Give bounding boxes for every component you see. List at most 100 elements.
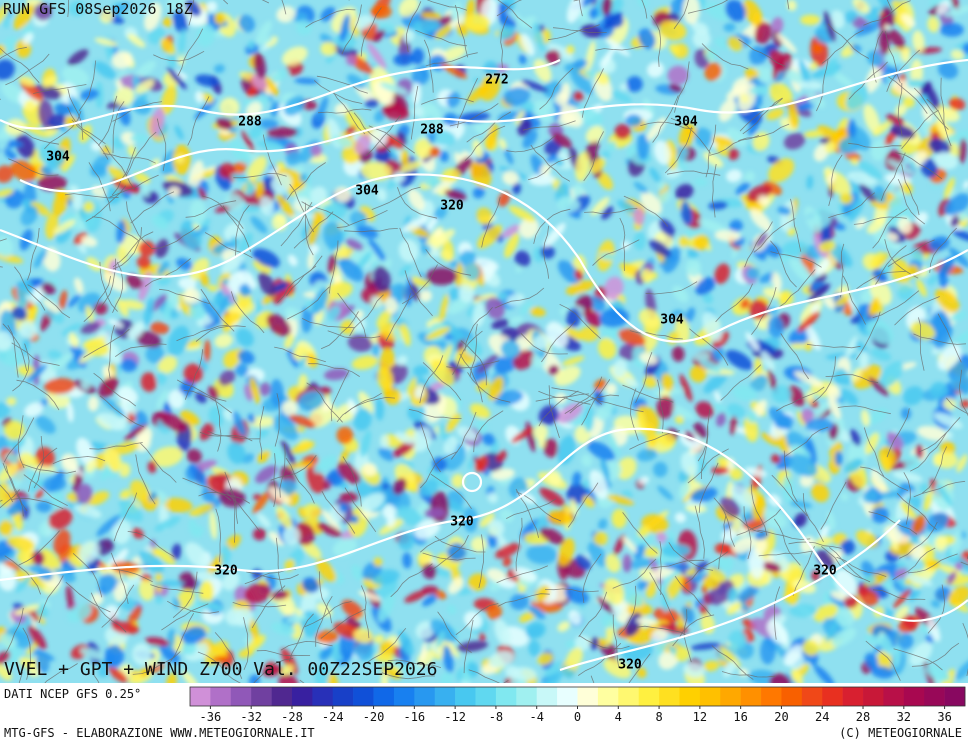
vvel-cell bbox=[145, 344, 165, 364]
colorbar-swatch bbox=[863, 687, 884, 706]
vvel-cell bbox=[753, 399, 768, 418]
vvel-cell bbox=[186, 448, 202, 464]
vvel-cell bbox=[557, 621, 570, 632]
vvel-cell bbox=[156, 261, 170, 276]
vvel-cell bbox=[712, 346, 724, 362]
vvel-cell bbox=[708, 567, 727, 583]
vvel-cell bbox=[944, 5, 968, 17]
vvel-cell bbox=[788, 453, 818, 477]
colorbar-tick-label: 8 bbox=[655, 710, 662, 724]
colorbar-tick-label: 36 bbox=[937, 710, 951, 724]
vvel-cell bbox=[456, 640, 489, 652]
colorbar-swatch bbox=[781, 687, 803, 706]
vvel-cell bbox=[529, 173, 556, 186]
vvel-cell bbox=[402, 552, 412, 569]
vvel-cell bbox=[443, 436, 458, 456]
vvel-cell bbox=[10, 160, 37, 182]
vvel-cell bbox=[456, 426, 478, 441]
vvel-cell bbox=[298, 374, 308, 392]
vvel-cell bbox=[356, 225, 379, 239]
vvel-cell bbox=[952, 229, 968, 242]
vvel-cell bbox=[0, 188, 14, 198]
vvel-cell bbox=[829, 10, 845, 29]
colorbar-tick-label: -16 bbox=[403, 710, 425, 724]
vvel-cell bbox=[740, 298, 750, 309]
vvel-cell bbox=[206, 1, 218, 13]
vvel-cell bbox=[156, 389, 169, 410]
vvel-cell bbox=[570, 70, 594, 95]
colorbar-tick-label: -36 bbox=[200, 710, 222, 724]
vvel-cell bbox=[787, 227, 797, 236]
contour-label: 304 bbox=[660, 313, 684, 328]
vvel-cell bbox=[633, 207, 645, 226]
vvel-cell bbox=[474, 455, 488, 473]
vvel-cell bbox=[410, 18, 441, 35]
vvel-cell bbox=[636, 133, 649, 160]
vvel-cell bbox=[714, 543, 731, 557]
vvel-cell bbox=[936, 0, 950, 15]
vvel-cell bbox=[835, 294, 851, 307]
vvel-cell bbox=[680, 451, 699, 477]
vvel-cell bbox=[766, 108, 785, 120]
vvel-cell bbox=[782, 475, 794, 504]
vvel-cell bbox=[601, 150, 611, 159]
vvel-cell bbox=[613, 534, 626, 556]
vvel-cell bbox=[0, 125, 11, 151]
vvel-cell bbox=[776, 33, 797, 53]
vvel-cell bbox=[729, 219, 743, 233]
vvel-cell bbox=[265, 136, 297, 147]
vvel-cell bbox=[313, 455, 338, 474]
vvel-cell bbox=[49, 353, 74, 371]
vvel-cell bbox=[789, 258, 812, 283]
vvel-cell bbox=[658, 218, 676, 237]
vvel-cell bbox=[943, 398, 957, 410]
vvel-cell bbox=[116, 246, 128, 265]
contour-label: 288 bbox=[238, 115, 262, 130]
vvel-cell bbox=[509, 316, 524, 324]
vvel-cell bbox=[513, 567, 538, 582]
vvel-cell bbox=[157, 355, 178, 374]
vvel-cell bbox=[757, 67, 772, 84]
vvel-cell bbox=[749, 45, 767, 66]
vvel-cell bbox=[646, 579, 657, 599]
vvel-cell bbox=[705, 48, 719, 61]
vvel-cell bbox=[955, 658, 968, 680]
vvel-cell bbox=[599, 252, 617, 261]
vvel-cell bbox=[771, 17, 784, 35]
vvel-cell bbox=[579, 326, 599, 342]
vvel-cell bbox=[925, 634, 933, 645]
vvel-cell bbox=[155, 548, 176, 565]
vvel-cell bbox=[66, 584, 74, 611]
vvel-cell bbox=[138, 550, 165, 574]
vvel-cell bbox=[415, 621, 435, 640]
vvel-cell bbox=[637, 579, 649, 591]
vvel-cell bbox=[566, 307, 581, 328]
vvel-cell bbox=[846, 84, 869, 111]
vvel-cell bbox=[854, 20, 884, 37]
vvel-cell bbox=[864, 652, 879, 671]
vvel-cell bbox=[327, 673, 339, 683]
vvel-cell bbox=[189, 199, 207, 226]
vvel-cell bbox=[392, 326, 404, 343]
vvel-cell bbox=[142, 183, 150, 198]
vvel-cell bbox=[565, 280, 595, 295]
vvel-cell bbox=[34, 2, 52, 21]
vvel-cell bbox=[214, 333, 233, 349]
vvel-cell bbox=[743, 415, 759, 443]
vvel-cell bbox=[250, 216, 268, 234]
colorbar-tick-label: 20 bbox=[774, 710, 788, 724]
vvel-cell bbox=[678, 235, 690, 248]
vvel-cell bbox=[603, 276, 624, 300]
vvel-cell bbox=[517, 118, 532, 137]
vvel-cell bbox=[432, 457, 447, 472]
vvel-cell bbox=[367, 42, 387, 70]
vvel-cell bbox=[76, 437, 95, 466]
vvel-cell bbox=[411, 426, 432, 453]
vvel-cell bbox=[87, 491, 110, 506]
contour-label: 288 bbox=[420, 123, 444, 138]
vvel-cell bbox=[669, 404, 695, 420]
vvel-cell bbox=[230, 236, 239, 245]
contour-label: 304 bbox=[46, 150, 70, 165]
vvel-cell bbox=[159, 644, 180, 664]
vvel-cell bbox=[651, 628, 669, 642]
